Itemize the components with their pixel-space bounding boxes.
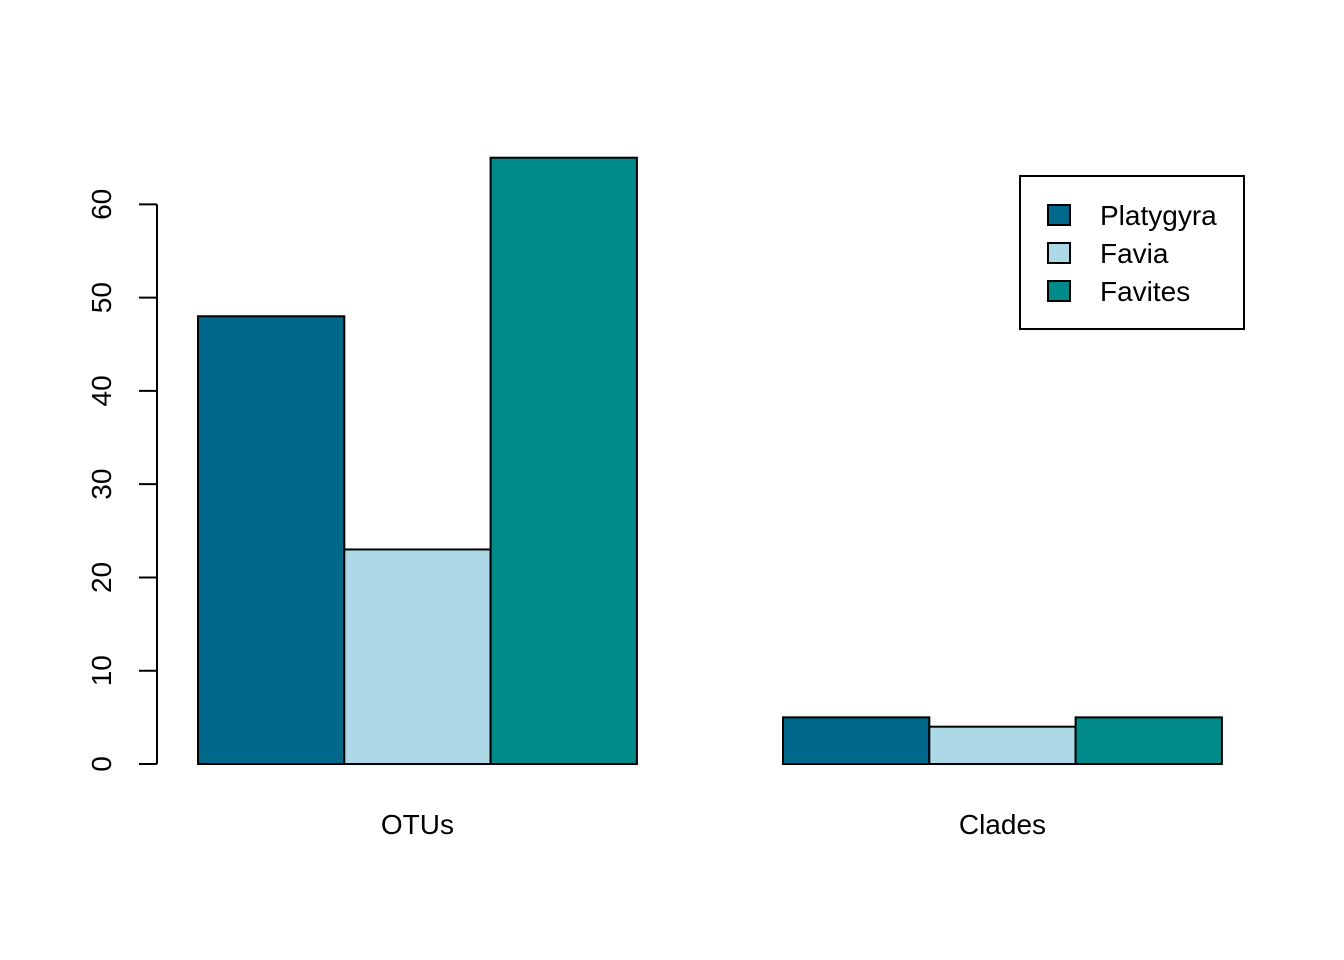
legend-swatch-favia bbox=[1047, 242, 1071, 264]
legend-swatch-favites bbox=[1047, 280, 1071, 302]
legend-label-favites: Favites bbox=[1100, 276, 1190, 307]
bars-layer bbox=[197, 156, 1223, 766]
y-tick-label: 50 bbox=[86, 282, 117, 313]
y-tick-label: 20 bbox=[86, 562, 117, 593]
legend-label-platygyra: Platygyra bbox=[1100, 200, 1217, 231]
legend: Platygyra Favia Favites bbox=[1019, 175, 1245, 330]
y-tick-label: 0 bbox=[86, 756, 117, 772]
category-label-otus: OTUs bbox=[381, 809, 454, 840]
bar-otus-favites bbox=[489, 156, 638, 765]
bar-clades-platygyra bbox=[782, 716, 931, 765]
category-label-clades: Clades bbox=[959, 809, 1046, 840]
x-axis-labels: OTUs Clades bbox=[381, 809, 1046, 840]
legend-swatch-platygyra bbox=[1047, 204, 1071, 226]
bar-otus-favia bbox=[343, 548, 492, 766]
bar-clades-favites bbox=[1074, 716, 1223, 765]
y-tick-label: 40 bbox=[86, 375, 117, 406]
y-tick-label: 30 bbox=[86, 469, 117, 500]
y-tick-label: 10 bbox=[86, 655, 117, 686]
bar-clades-favia bbox=[928, 725, 1077, 765]
legend-label-favia: Favia bbox=[1100, 238, 1169, 269]
y-tick-label: 60 bbox=[86, 189, 117, 220]
y-axis: 0 10 20 30 40 50 60 bbox=[86, 189, 158, 772]
bar-otus-platygyra bbox=[197, 315, 346, 765]
